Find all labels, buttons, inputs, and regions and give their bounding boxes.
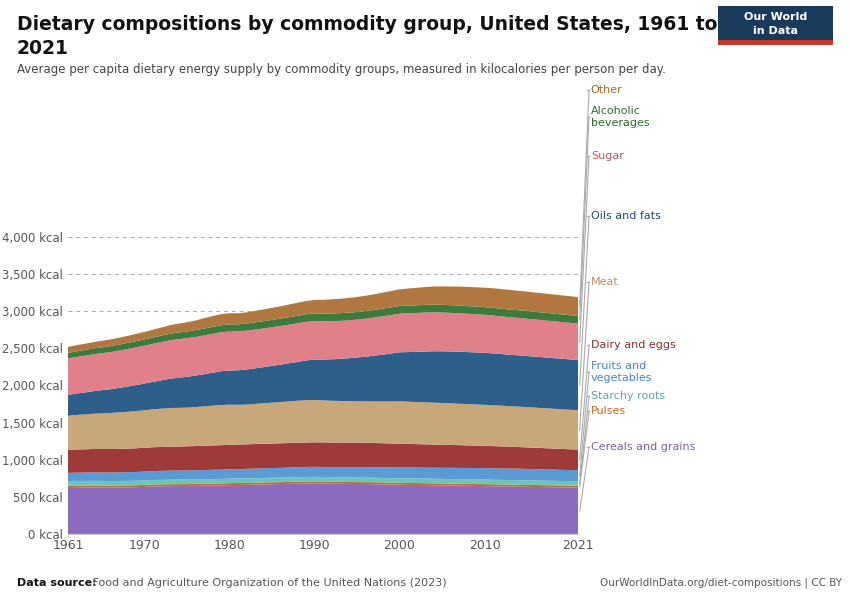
Text: 2021: 2021 bbox=[17, 39, 69, 58]
Text: Fruits and
vegetables: Fruits and vegetables bbox=[591, 361, 652, 383]
Text: Meat: Meat bbox=[591, 277, 619, 287]
Text: Average per capita dietary energy supply by commodity groups, measured in kiloca: Average per capita dietary energy supply… bbox=[17, 63, 666, 76]
Text: OurWorldInData.org/diet-compositions | CC BY: OurWorldInData.org/diet-compositions | C… bbox=[599, 577, 842, 588]
Text: Oils and fats: Oils and fats bbox=[591, 211, 660, 221]
Text: Food and Agriculture Organization of the United Nations (2023): Food and Agriculture Organization of the… bbox=[89, 578, 447, 588]
Text: Pulses: Pulses bbox=[591, 406, 626, 416]
Text: Dairy and eggs: Dairy and eggs bbox=[591, 340, 676, 350]
Text: Dietary compositions by commodity group, United States, 1961 to: Dietary compositions by commodity group,… bbox=[17, 15, 717, 34]
Text: Alcoholic
beverages: Alcoholic beverages bbox=[591, 106, 649, 128]
Text: Sugar: Sugar bbox=[591, 151, 624, 161]
Text: Our World: Our World bbox=[744, 12, 808, 22]
Text: Other: Other bbox=[591, 85, 622, 95]
Text: Cereals and grains: Cereals and grains bbox=[591, 442, 695, 452]
Text: Starchy roots: Starchy roots bbox=[591, 391, 665, 401]
Text: Data source:: Data source: bbox=[17, 578, 97, 588]
Text: in Data: in Data bbox=[753, 26, 798, 37]
